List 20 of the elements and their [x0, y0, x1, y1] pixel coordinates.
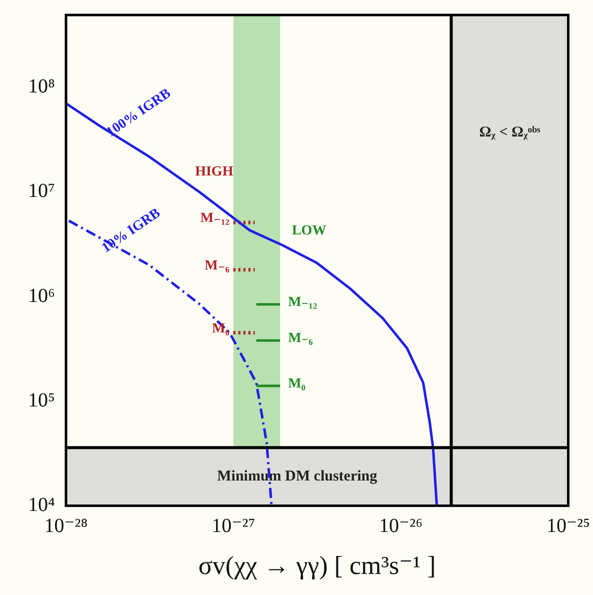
y-tick-label: 10⁷: [28, 180, 56, 202]
y-tick-label: 10⁸: [28, 75, 56, 98]
series-label: M₋₁₂: [288, 295, 318, 310]
annotation: HIGH: [195, 164, 234, 180]
x-axis-title: σv(χχ → γγ) [ cm³s⁻¹ ]: [198, 551, 436, 580]
y-tick-label: 10⁶: [28, 284, 56, 307]
series-label: M₋₆: [204, 258, 230, 274]
x-tick-label: 10⁻²⁷: [212, 515, 256, 538]
x-tick-label: 10⁻²⁵: [546, 515, 590, 538]
series-label: M₋₆: [288, 331, 313, 346]
series-label: M₋₁₂: [200, 211, 230, 226]
series-label: M₀: [212, 321, 230, 336]
x-tick-label: 10⁻²⁸: [44, 515, 88, 538]
x-tick-label: 10⁻²⁶: [379, 515, 423, 538]
y-tick-label: 10⁵: [28, 389, 55, 412]
series-label: M₀: [288, 376, 306, 392]
band-label: Ωᵪ < Ωᵪᵒᵇˢ: [479, 124, 541, 141]
y-tick-label: 10⁴: [28, 494, 56, 516]
annotation: LOW: [292, 224, 326, 239]
band-label: Minimum DM clustering: [217, 468, 378, 485]
